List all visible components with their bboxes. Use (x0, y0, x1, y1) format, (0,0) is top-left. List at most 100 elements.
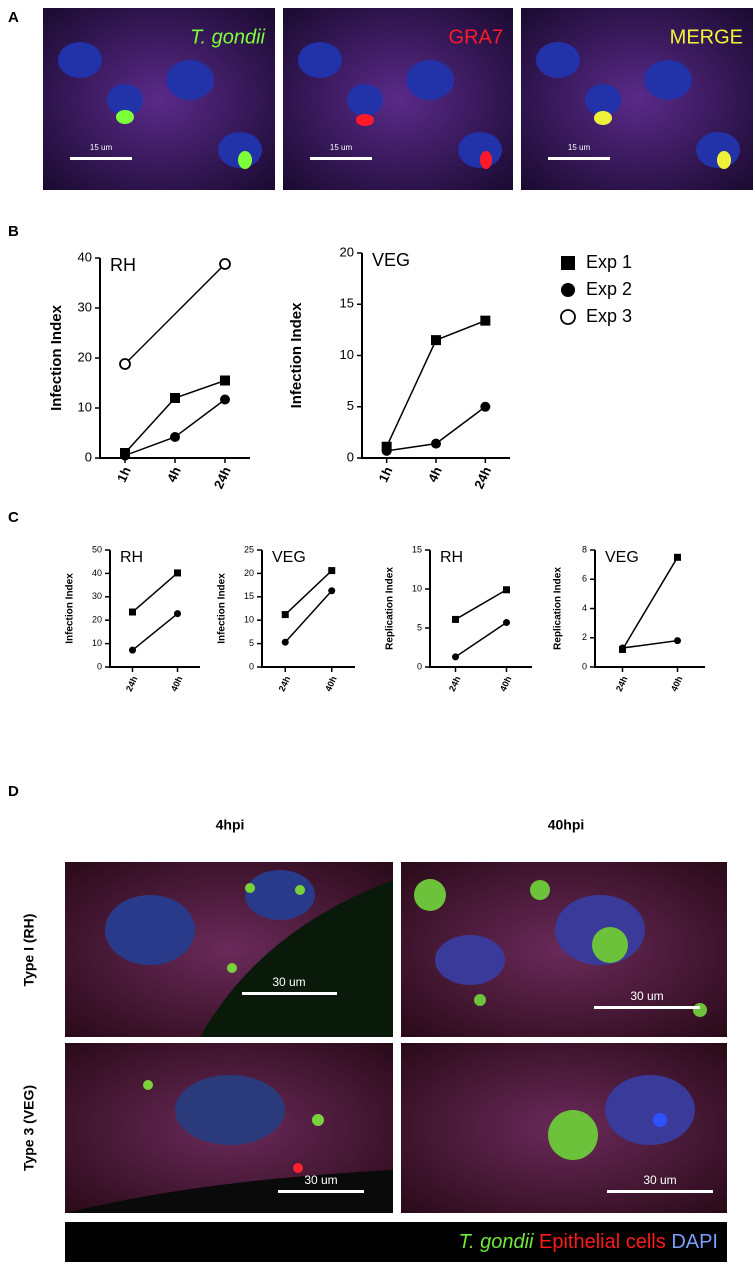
y-tick-label: 5 (249, 638, 254, 648)
y-tick-label: 20 (244, 568, 254, 578)
x-tick-label: 24h (277, 675, 293, 693)
x-tick-label: 40h (323, 675, 339, 693)
y-axis-label: Infection Index (48, 304, 65, 411)
panel-label: A (8, 9, 19, 26)
y-tick-label: 0 (97, 661, 102, 671)
x-tick-label: 24h (471, 464, 494, 491)
marker (174, 610, 181, 618)
y-tick-label: 6 (582, 574, 587, 584)
series-line (455, 621, 507, 658)
marker (219, 258, 231, 270)
row-label: Type 3 (VEG) (21, 1085, 37, 1171)
marker (560, 309, 576, 325)
axis (261, 550, 355, 668)
marker (170, 432, 180, 442)
legend-entry: Exp 2 (586, 279, 632, 299)
x-tick-label: 40h (669, 675, 685, 693)
marker (120, 450, 130, 461)
marker (328, 587, 336, 595)
marker (129, 646, 136, 654)
marker (174, 569, 181, 577)
x-tick-label: 1h (375, 464, 395, 484)
y-tick-label: 0 (347, 449, 354, 464)
panel-label: B (8, 223, 19, 240)
series-line (132, 572, 178, 613)
stain-legend: T. gondii Epithelial cells DAPI (459, 1231, 718, 1253)
channel-label: T. gondii (190, 26, 265, 48)
y-axis-label: Infection Index (288, 302, 305, 409)
y-tick-label: 5 (417, 622, 422, 632)
marker (281, 638, 289, 646)
marker (674, 637, 681, 645)
marker (674, 553, 681, 561)
panel-label: C (8, 509, 19, 526)
marker (480, 401, 491, 412)
series-line (621, 556, 679, 650)
marker (431, 438, 441, 449)
y-tick-label: 40 (92, 568, 102, 578)
marker (480, 315, 491, 326)
y-tick-label: 0 (582, 661, 587, 671)
x-tick-label: 4h (425, 464, 445, 484)
y-tick-label: 10 (78, 399, 92, 414)
x-tick-label: 4h (164, 464, 184, 484)
y-axis-label: Replication Index (385, 567, 396, 650)
scale-bar-label: 30 um (272, 975, 305, 989)
series-line (124, 398, 226, 457)
marker (129, 608, 136, 616)
y-tick-label: 50 (92, 544, 102, 554)
y-tick-label: 0 (249, 661, 254, 671)
chart-title: RH (110, 255, 136, 275)
y-axis-label: Infection Index (65, 573, 76, 644)
chart-title: VEG (272, 549, 306, 566)
x-tick-label: 1h (114, 464, 134, 484)
scale-bar-label: 30 um (643, 1173, 676, 1187)
y-tick-label: 20 (340, 244, 354, 259)
row-label: Type I (RH) (21, 914, 37, 987)
legend-entry: T. gondii (459, 1231, 534, 1253)
legend-entry: Epithelial cells (539, 1231, 666, 1253)
y-axis-label: Infection Index (217, 573, 228, 644)
marker (503, 619, 510, 627)
series-line (284, 570, 333, 616)
y-tick-label: 10 (412, 583, 422, 593)
legend-entry: Exp 1 (586, 252, 632, 272)
marker (328, 567, 336, 575)
micrograph: 30 um (401, 1043, 727, 1213)
y-tick-label: 2 (582, 632, 587, 642)
marker (119, 358, 131, 370)
axis (594, 550, 705, 668)
y-tick-label: 10 (92, 638, 102, 648)
legend-bar (65, 1222, 727, 1262)
y-tick-label: 0 (417, 661, 422, 671)
series-line (455, 589, 507, 621)
y-tick-label: 0 (85, 449, 92, 464)
micrograph: 30 um (65, 1043, 393, 1213)
y-tick-label: 15 (244, 591, 254, 601)
panel-label: D (8, 783, 19, 800)
y-tick-label: 4 (582, 603, 587, 613)
y-tick-label: 40 (78, 249, 92, 264)
scale-bar-label: 15 um (90, 143, 113, 152)
y-tick-label: 8 (582, 544, 587, 554)
marker (561, 256, 575, 270)
y-tick-label: 25 (244, 544, 254, 554)
marker (452, 615, 459, 623)
micrograph: 15 um MERGE (521, 8, 753, 190)
y-tick-label: 15 (412, 544, 422, 554)
chart-title: VEG (605, 549, 639, 566)
series-line (284, 590, 333, 643)
marker (431, 335, 441, 346)
y-axis-label: Replication Index (553, 567, 564, 650)
micrograph: 15 um T. gondii (43, 8, 275, 190)
y-tick-label: 5 (347, 398, 354, 413)
marker (619, 644, 626, 652)
scale-bar-label: 15 um (330, 143, 353, 152)
legend-entry: DAPI (671, 1231, 718, 1253)
x-tick-label: 24h (124, 675, 140, 693)
channel-label: GRA7 (449, 26, 503, 48)
y-tick-label: 30 (92, 591, 102, 601)
y-tick-label: 20 (78, 349, 92, 364)
micrograph: 30 um (65, 862, 393, 1037)
